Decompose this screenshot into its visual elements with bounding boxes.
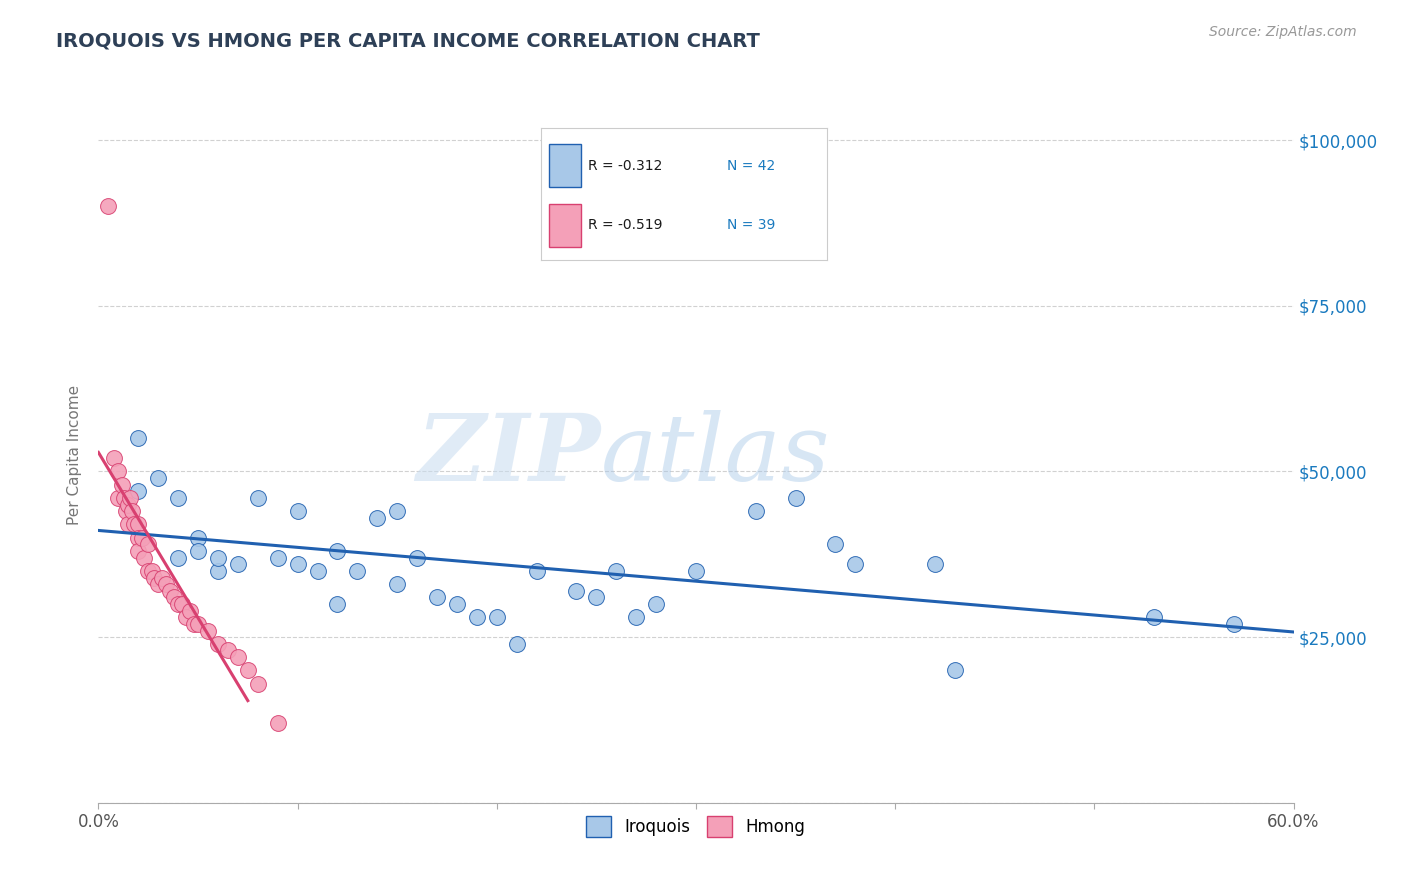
- Point: [131, 531, 153, 545]
- Point: [148, 577, 170, 591]
- Point: [326, 544, 349, 558]
- Point: [217, 643, 239, 657]
- Point: [141, 564, 163, 578]
- Point: [197, 624, 219, 638]
- Point: [785, 491, 807, 505]
- Point: [120, 491, 142, 505]
- Point: [187, 616, 209, 631]
- Point: [159, 583, 181, 598]
- Point: [287, 504, 309, 518]
- Point: [287, 558, 309, 572]
- Point: [167, 597, 190, 611]
- Point: [112, 491, 135, 505]
- Point: [605, 564, 627, 578]
- Point: [366, 511, 388, 525]
- Point: [127, 431, 149, 445]
- Text: ZIP: ZIP: [416, 410, 600, 500]
- Point: [246, 676, 269, 690]
- Point: [446, 597, 468, 611]
- Point: [685, 564, 707, 578]
- Point: [506, 637, 529, 651]
- Point: [155, 577, 177, 591]
- Point: [179, 604, 201, 618]
- Point: [465, 610, 488, 624]
- Point: [107, 465, 129, 479]
- Point: [167, 550, 190, 565]
- Point: [163, 591, 186, 605]
- Point: [226, 558, 249, 572]
- Point: [585, 591, 607, 605]
- Point: [127, 531, 149, 545]
- Point: [187, 531, 209, 545]
- Point: [626, 610, 648, 624]
- Point: [1143, 610, 1166, 624]
- Point: [267, 716, 290, 731]
- Point: [136, 537, 159, 551]
- Point: [143, 570, 166, 584]
- Point: [107, 491, 129, 505]
- Point: [565, 583, 588, 598]
- Point: [187, 544, 209, 558]
- Point: [246, 491, 269, 505]
- Point: [844, 558, 866, 572]
- Point: [385, 504, 409, 518]
- Point: [174, 610, 197, 624]
- Point: [236, 663, 259, 677]
- Point: [117, 498, 139, 512]
- Point: [207, 637, 229, 651]
- Point: [406, 550, 429, 565]
- Legend: Iroquois, Hmong: Iroquois, Hmong: [579, 810, 813, 843]
- Point: [172, 597, 194, 611]
- Point: [117, 517, 139, 532]
- Point: [385, 577, 409, 591]
- Point: [124, 517, 146, 532]
- Point: [134, 550, 156, 565]
- Point: [167, 491, 190, 505]
- Point: [115, 504, 138, 518]
- Point: [307, 564, 329, 578]
- Point: [485, 610, 508, 624]
- Point: [326, 597, 349, 611]
- Point: [526, 564, 548, 578]
- Point: [207, 564, 229, 578]
- Point: [97, 199, 120, 213]
- Y-axis label: Per Capita Income: Per Capita Income: [67, 384, 83, 525]
- Point: [207, 550, 229, 565]
- Point: [924, 558, 946, 572]
- Point: [346, 564, 368, 578]
- Point: [111, 477, 134, 491]
- Point: [148, 471, 170, 485]
- Text: Source: ZipAtlas.com: Source: ZipAtlas.com: [1209, 25, 1357, 39]
- Point: [645, 597, 668, 611]
- Point: [1223, 616, 1246, 631]
- Point: [103, 451, 125, 466]
- Point: [226, 650, 249, 665]
- Point: [426, 591, 449, 605]
- Point: [745, 504, 768, 518]
- Point: [183, 616, 205, 631]
- Point: [127, 484, 149, 499]
- Point: [127, 517, 149, 532]
- Point: [127, 544, 149, 558]
- Text: IROQUOIS VS HMONG PER CAPITA INCOME CORRELATION CHART: IROQUOIS VS HMONG PER CAPITA INCOME CORR…: [56, 31, 761, 50]
- Point: [267, 550, 290, 565]
- Point: [136, 564, 159, 578]
- Point: [943, 663, 966, 677]
- Point: [824, 537, 846, 551]
- Point: [121, 504, 143, 518]
- Text: atlas: atlas: [600, 410, 830, 500]
- Point: [150, 570, 173, 584]
